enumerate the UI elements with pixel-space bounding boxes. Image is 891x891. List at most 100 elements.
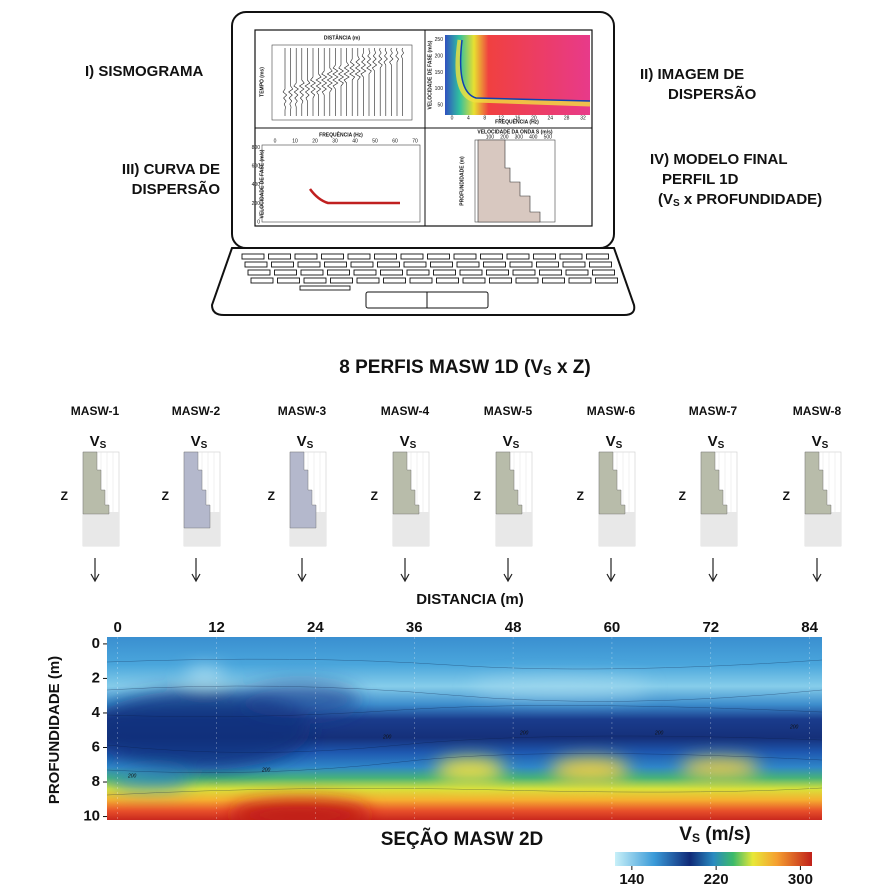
z-label: Z [474, 489, 481, 503]
label-part: (m/s) [700, 824, 751, 845]
colorbar-tick-label: 220 [704, 871, 729, 888]
y-tick-label: 8 [92, 773, 100, 790]
key [303, 277, 327, 284]
tick-label: 400 [252, 182, 261, 188]
label-sub: S [100, 440, 107, 451]
title-sub: S [543, 363, 552, 378]
yellow-zone [550, 758, 630, 782]
trace [304, 48, 311, 116]
profile-shape [392, 451, 420, 515]
key [433, 269, 456, 276]
dispersion-trend [455, 39, 591, 107]
profile-lower [393, 512, 429, 546]
profile-lower [599, 512, 635, 546]
model-profile [477, 139, 541, 223]
key [353, 269, 377, 276]
key [483, 261, 506, 268]
z-label: Z [162, 489, 169, 503]
trace [282, 48, 288, 116]
title-part: x Z) [552, 357, 591, 378]
contour-label: 200 [789, 724, 799, 730]
label-part: V [400, 433, 410, 450]
contours [107, 658, 822, 796]
key [539, 269, 562, 276]
arrow [503, 558, 513, 583]
trace [383, 47, 388, 116]
tick-label: 12 [498, 115, 504, 121]
label-part: V [679, 824, 692, 845]
key [241, 253, 265, 260]
tick-label: 200 [435, 54, 444, 60]
label-sub: S [673, 198, 680, 209]
section-ylabel: PROFUNDIDADE (m) [46, 656, 63, 804]
profile-name: MASW-1 [71, 404, 120, 418]
key [350, 261, 374, 268]
trace [298, 48, 305, 116]
y-tick-label: 6 [92, 738, 100, 755]
blue-zone [110, 770, 190, 790]
tick-label: 100 [435, 86, 444, 92]
trace [332, 48, 339, 116]
vs-label: VS [297, 433, 314, 451]
key [480, 253, 503, 260]
tick-label: 600 [252, 164, 261, 170]
key [542, 277, 565, 284]
contour-label: 200 [519, 730, 529, 736]
trace [310, 48, 316, 116]
x-tick-label: 60 [604, 619, 621, 636]
key [536, 261, 559, 268]
panel-ylabel: VELOCIDADE DE FASE (m/s) [259, 149, 265, 218]
tick-label: 24 [547, 115, 553, 121]
y-tick-label: 4 [92, 704, 101, 721]
key [403, 261, 427, 268]
seismogram-traces [282, 47, 404, 116]
label-sub: S [307, 440, 314, 451]
key [533, 253, 556, 260]
trace [395, 47, 399, 116]
vs-label: VS [90, 433, 107, 451]
tick-label: 200 [500, 134, 509, 140]
arrow [812, 558, 822, 583]
colorbar-tick-label: 300 [788, 871, 813, 888]
key [565, 269, 589, 276]
key [271, 261, 294, 268]
vs-label: VS [503, 433, 520, 451]
tick-label: 16 [515, 115, 521, 121]
trace [288, 48, 294, 116]
z-label: Z [783, 489, 790, 503]
tick-label: 50 [372, 138, 378, 144]
trace [326, 48, 333, 116]
trace [366, 48, 372, 116]
colorbar-tick-label: 140 [619, 871, 644, 888]
trace [354, 48, 361, 116]
profile-lower [805, 512, 841, 546]
profile-lower [701, 512, 737, 546]
x-tick-label: 48 [505, 619, 522, 636]
step-label: I) SISMOGRAMA [85, 63, 203, 80]
yellow-zone [680, 758, 760, 778]
x-tick-label: 36 [406, 619, 423, 636]
label-part: V [812, 433, 822, 450]
profile-shape [804, 451, 832, 515]
profile-name: MASW-5 [484, 404, 533, 418]
z-label: Z [577, 489, 584, 503]
trace [337, 48, 345, 116]
label-sub: S [822, 440, 829, 451]
arrow [708, 558, 718, 583]
section-image [107, 637, 822, 820]
key [430, 261, 453, 268]
step-label: DISPERSÃO [132, 180, 221, 198]
key [374, 253, 397, 260]
vs-label: VS [606, 433, 623, 451]
profile-name: MASW-4 [381, 404, 430, 418]
contour-label: 200 [382, 734, 392, 740]
label-part: (V [658, 191, 673, 208]
profile-name: MASW-7 [689, 404, 738, 418]
tick-label: 400 [529, 134, 538, 140]
panel-title: DISTÂNCIA (m) [324, 34, 361, 41]
x-tick-label: 12 [208, 619, 225, 636]
key [589, 261, 612, 268]
key [327, 269, 350, 276]
label-part: V [606, 433, 616, 450]
